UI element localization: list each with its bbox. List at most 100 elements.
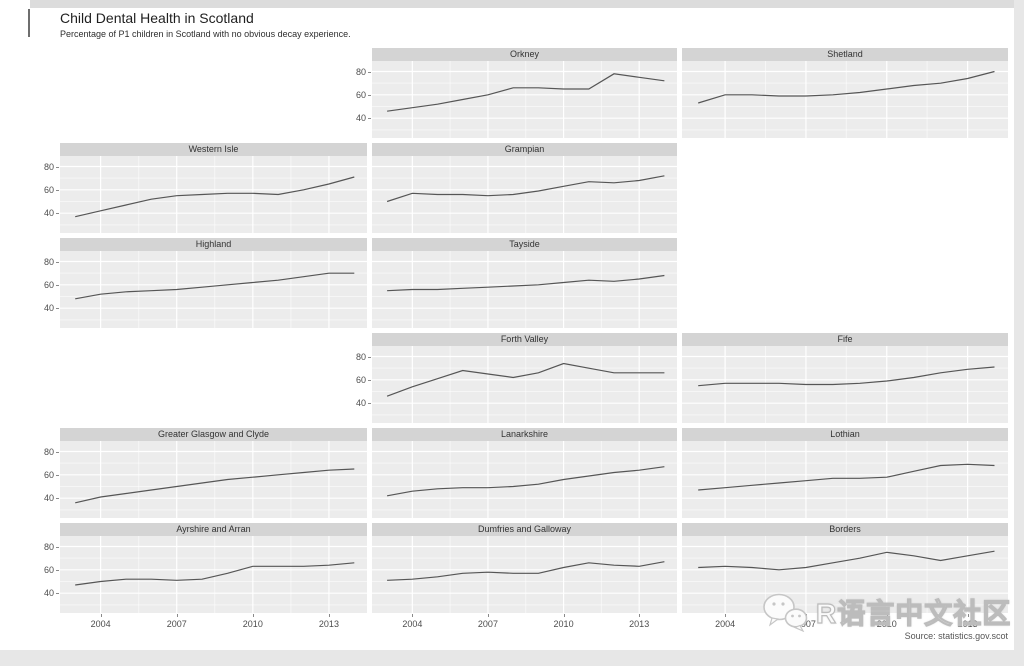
- facet-plot-area: [372, 346, 677, 423]
- facet-plot: [60, 251, 367, 328]
- facet-panel-tayside: Tayside: [372, 238, 677, 328]
- facet-strip: Dumfries and Galloway: [372, 523, 677, 536]
- trend-line: [386, 362, 665, 397]
- y-axis-tick-mark: [56, 213, 59, 215]
- watermark: R语言中文社区: [762, 592, 1011, 632]
- facet-panel-shetland: Shetland: [682, 48, 1008, 138]
- trend-line: [75, 272, 355, 300]
- facet-panel-fife: Fife: [682, 333, 1008, 423]
- facet-strip: Lothian: [682, 428, 1008, 441]
- y-axis-tick-label: 80: [355, 66, 366, 77]
- facet-title: Tayside: [509, 239, 540, 249]
- x-axis-tick-mark: [328, 614, 330, 617]
- facet-plot: [60, 441, 367, 518]
- facet-panel-lanarkshire: Lanarkshire: [372, 428, 677, 518]
- facet-strip: Orkney: [372, 48, 677, 61]
- source-caption: Source: statistics.gov.scot: [904, 631, 1008, 641]
- facet-panel-western-isle: Western Isle: [60, 143, 367, 233]
- facet-plot-area: [60, 536, 367, 613]
- y-axis-tick-mark: [56, 498, 59, 500]
- y-axis-tick-label: 60: [355, 89, 366, 100]
- y-axis-tick-label: 40: [355, 113, 366, 124]
- facet-panel-borders: Borders: [682, 523, 1008, 613]
- facet-strip: Highland: [60, 238, 367, 251]
- facet-strip: Western Isle: [60, 143, 367, 156]
- facet-plot: [682, 441, 1008, 518]
- y-axis-tick-label: 40: [43, 588, 54, 599]
- y-axis-tick-label: 40: [43, 303, 54, 314]
- y-axis-tick-mark: [368, 356, 371, 358]
- facet-panel-lothian: Lothian: [682, 428, 1008, 518]
- trend-line: [75, 562, 355, 586]
- y-axis-tick-mark: [56, 569, 59, 571]
- x-axis-tick-mark: [412, 614, 414, 617]
- facet-panel-grampian: Grampian: [372, 143, 677, 233]
- x-axis-tick-label: 2007: [166, 619, 187, 629]
- facet-panel-orkney: Orkney: [372, 48, 677, 138]
- facet-panel-greater-glasgow-and-clyde: Greater Glasgow and Clyde: [60, 428, 367, 518]
- chart-subtitle: Percentage of P1 children in Scotland wi…: [60, 29, 351, 39]
- chart-title: Child Dental Health in Scotland: [60, 10, 254, 26]
- facet-plot: [372, 536, 677, 613]
- x-axis-tick-label: 2004: [402, 619, 423, 629]
- trend-line: [386, 175, 665, 203]
- facet-plot-area: [372, 441, 677, 518]
- facet-plot-area: [372, 61, 677, 138]
- facet-plot-area: [682, 346, 1008, 423]
- x-axis-tick-label: 2013: [629, 619, 650, 629]
- x-axis-tick-mark: [252, 614, 254, 617]
- y-axis-tick-label: 80: [355, 351, 366, 362]
- y-axis-tick-mark: [56, 189, 59, 191]
- trend-line: [386, 466, 665, 497]
- facet-plot-area: [372, 536, 677, 613]
- frame-right-strip: [1014, 0, 1024, 666]
- y-axis-tick-label: 60: [43, 469, 54, 480]
- x-axis-tick-mark: [563, 614, 565, 617]
- y-axis-tick-mark: [56, 166, 59, 168]
- facet-strip: Greater Glasgow and Clyde: [60, 428, 367, 441]
- facet-strip: Tayside: [372, 238, 677, 251]
- x-axis-tick-label: 2004: [90, 619, 111, 629]
- facet-plot: [682, 536, 1008, 613]
- facet-title: Grampian: [504, 144, 545, 154]
- facet-title: Forth Valley: [500, 334, 549, 344]
- x-axis-tick-label: 2010: [553, 619, 574, 629]
- facet-plot: [372, 251, 677, 328]
- y-axis-tick-label: 60: [43, 184, 54, 195]
- facet-title: Highland: [195, 239, 232, 249]
- facet-plot: [60, 156, 367, 233]
- trend-line: [698, 463, 995, 491]
- x-axis-tick-label: 2004: [715, 619, 736, 629]
- wechat-icon: [763, 593, 808, 632]
- facet-title: Lanarkshire: [500, 429, 549, 439]
- y-axis-tick-label: 40: [43, 493, 54, 504]
- facet-plot: [372, 346, 677, 423]
- trend-line: [387, 73, 665, 112]
- y-axis-tick-label: 40: [43, 208, 54, 219]
- facet-plot-area: [682, 61, 1008, 138]
- trend-line: [698, 70, 995, 104]
- facet-title: Borders: [829, 524, 861, 534]
- facet-panel-ayrshire-and-arran: Ayrshire and Arran: [60, 523, 367, 613]
- trend-line: [387, 274, 665, 292]
- y-axis-tick-label: 80: [43, 161, 54, 172]
- x-axis-tick-mark: [886, 614, 888, 617]
- window-edge-mark: [28, 9, 30, 37]
- facet-plot: [682, 61, 1008, 138]
- facet-plot-area: [60, 251, 367, 328]
- facet-plot: [372, 61, 677, 138]
- x-axis-tick-mark: [100, 614, 102, 617]
- facet-title: Dumfries and Galloway: [477, 524, 572, 534]
- facet-strip: Fife: [682, 333, 1008, 346]
- facet-plot-area: [60, 441, 367, 518]
- facet-plot: [60, 536, 367, 613]
- y-axis-tick-label: 80: [43, 541, 54, 552]
- facet-panel-forth-valley: Forth Valley: [372, 333, 677, 423]
- frame-bottom-strip: [0, 650, 1024, 666]
- y-axis-tick-mark: [56, 451, 59, 453]
- x-axis-tick-mark: [725, 614, 727, 617]
- x-axis-tick-mark: [639, 614, 641, 617]
- y-axis-tick-mark: [368, 71, 371, 73]
- facet-title: Western Isle: [188, 144, 239, 154]
